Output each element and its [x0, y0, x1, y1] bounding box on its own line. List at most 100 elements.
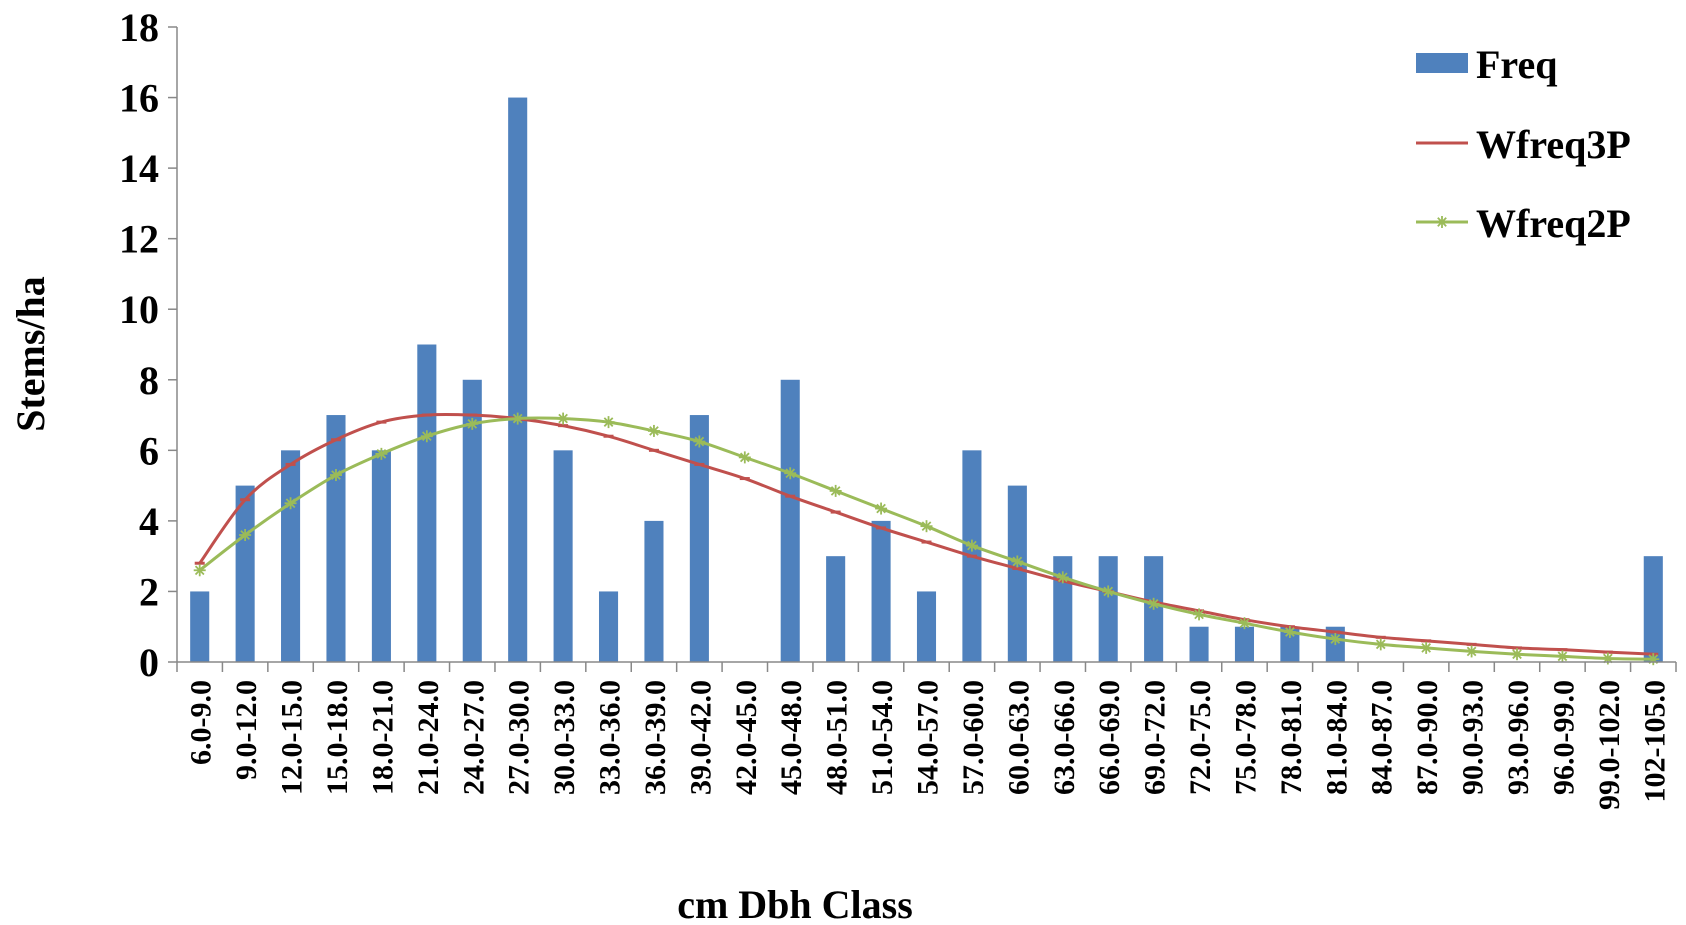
line-point [784, 467, 797, 480]
y-tick-label: 8 [139, 358, 159, 403]
x-tick-label: 51.0-54.0 [866, 680, 899, 795]
bar [916, 591, 937, 662]
x-tick-label: 33.0-36.0 [594, 680, 627, 795]
bar [235, 485, 255, 662]
line-point [1056, 571, 1069, 584]
bar [326, 415, 346, 662]
line-point [920, 520, 933, 533]
x-tick-label: 57.0-60.0 [957, 680, 990, 795]
x-tick-label: 36.0-39.0 [639, 680, 672, 795]
lines-layer [193, 412, 1660, 666]
bar [371, 450, 391, 662]
x-tick-label: 9.0-12.0 [230, 680, 263, 780]
x-tick-label: 48.0-51.0 [821, 680, 854, 795]
bar [553, 450, 573, 662]
bar [689, 415, 709, 662]
line-point [1147, 597, 1160, 610]
y-tick-label: 0 [139, 640, 159, 685]
x-tick-label: 63.0-66.0 [1048, 680, 1081, 795]
y-axis-title: Stems/ha [8, 276, 53, 432]
bar [871, 520, 891, 662]
line-point [602, 416, 615, 429]
line-point [1465, 645, 1478, 658]
y-tick-label: 2 [139, 569, 159, 614]
x-tick-label: 84.0-87.0 [1366, 680, 1399, 795]
bar [1643, 556, 1663, 662]
legend-label: Wfreq3P [1476, 122, 1631, 167]
legend: Freq Wfreq3P Wfreq2P [1416, 42, 1631, 246]
bar [598, 591, 619, 662]
legend-swatch [1416, 53, 1468, 73]
line-point [1374, 638, 1387, 651]
line-point [1329, 633, 1342, 646]
line-point [875, 502, 888, 515]
x-tick-label: 102-105.0 [1638, 680, 1671, 803]
x-tick-label: 78.0-81.0 [1275, 680, 1308, 795]
x-tick-label: 99.0-102.0 [1593, 680, 1626, 810]
line-point [420, 430, 433, 443]
line-point [557, 412, 570, 425]
line-point [1511, 648, 1524, 661]
x-tick-label: 93.0-96.0 [1502, 680, 1535, 795]
y-tick-label: 18 [119, 5, 159, 50]
y-tick-label: 6 [139, 428, 159, 473]
bar [644, 520, 664, 662]
line-point [329, 469, 342, 482]
x-tick-label: 87.0-90.0 [1411, 680, 1444, 795]
line-point [239, 529, 252, 541]
legend-label: Freq [1476, 42, 1557, 87]
x-tick-label: 39.0-42.0 [684, 680, 717, 795]
line-point [647, 424, 660, 437]
bar [1007, 485, 1027, 662]
line-point [738, 451, 751, 464]
x-tick-label: 6.0-9.0 [185, 680, 218, 765]
x-tick-label: 27.0-30.0 [503, 680, 536, 795]
bar [1189, 626, 1209, 662]
x-tick-label: 45.0-48.0 [775, 680, 808, 795]
bar [1234, 626, 1255, 662]
y-tick-label: 4 [139, 499, 159, 544]
x-tick-label: 54.0-57.0 [912, 680, 945, 795]
y-tick-label: 10 [119, 287, 159, 332]
bar [417, 344, 437, 662]
bar [780, 379, 800, 662]
x-axis-title: cm Dbh Class [677, 882, 913, 925]
line-point [965, 539, 978, 552]
x-tick-label: 81.0-84.0 [1320, 680, 1353, 795]
bar [508, 97, 528, 663]
line-point [829, 484, 842, 497]
y-tick-label: 14 [119, 146, 159, 191]
line-point [466, 417, 479, 430]
y-tick-label: 12 [119, 217, 159, 262]
line-point [1238, 617, 1251, 630]
x-tick-label: 69.0-72.0 [1139, 680, 1172, 795]
bar [281, 450, 301, 662]
x-tick-label: 72.0-75.0 [1184, 680, 1217, 795]
line-point [1436, 216, 1448, 228]
x-tick-label: 24.0-27.0 [457, 680, 490, 795]
line-point [1556, 650, 1569, 663]
line-point [1420, 641, 1433, 654]
line-point [284, 497, 297, 510]
bar [1098, 556, 1118, 662]
x-tick-label: 60.0-63.0 [1002, 680, 1035, 795]
line-point [1011, 555, 1024, 568]
x-tick-label: 42.0-45.0 [730, 680, 763, 795]
x-tick-label: 90.0-93.0 [1457, 680, 1490, 795]
x-tick-label: 12.0-15.0 [276, 680, 309, 795]
bar [462, 379, 482, 662]
x-tick-label: 18.0-21.0 [366, 680, 399, 795]
axes-layer: 0 2 4 6 8 10 12 14 16 18 6.0-9.0 9.0-12.0 12.0-15.0 1… [119, 5, 1677, 810]
x-tick-label: 66.0-69.0 [1093, 680, 1126, 795]
x-tick-label: 30.0-33.0 [548, 680, 581, 795]
y-tick-label: 16 [119, 76, 159, 121]
legend-label: Wfreq2P [1476, 201, 1631, 246]
line-point [511, 412, 524, 425]
x-tick-label: 15.0-18.0 [321, 680, 354, 795]
bars-layer [190, 97, 1663, 663]
bar [190, 591, 210, 662]
x-tick-label: 21.0-24.0 [412, 680, 445, 795]
line-point [375, 447, 388, 460]
